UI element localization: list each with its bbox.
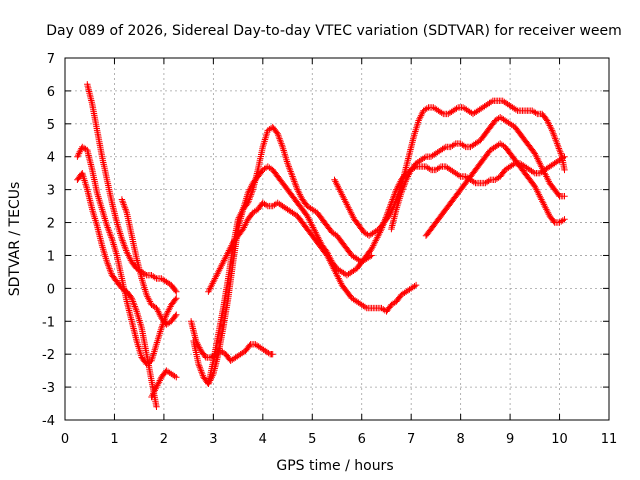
series-trace-12 <box>388 114 568 233</box>
data-points <box>422 140 568 239</box>
x-tick-label: 8 <box>456 432 464 447</box>
data-points <box>74 143 180 368</box>
y-tick-label: -3 <box>42 381 55 396</box>
x-tick-label: 9 <box>506 432 514 447</box>
data-points <box>118 196 180 328</box>
y-tick-label: -1 <box>42 315 55 330</box>
y-tick-label: 4 <box>47 151 55 166</box>
y-tick-label: 5 <box>47 118 55 133</box>
data-points <box>205 123 375 387</box>
series-trace-5 <box>148 367 180 401</box>
x-tick-label: 1 <box>110 432 118 447</box>
x-tick-label: 0 <box>61 432 69 447</box>
data-points <box>388 114 568 233</box>
series-trace-3 <box>74 170 160 410</box>
series-trace-1 <box>84 81 180 295</box>
plot-frame <box>64 57 610 421</box>
data-points <box>148 367 180 401</box>
y-tick-label: 1 <box>47 249 55 264</box>
axis-ticks: 0 1 2 3 4 5 6 7 8 9 10 11 -4 -3 -2 -1 0 1 2 3 4 5 6 7 <box>42 52 617 447</box>
y-tick-label: 3 <box>47 184 55 199</box>
y-tick-label: -4 <box>42 414 55 429</box>
data-points <box>363 153 568 259</box>
y-tick-label: 0 <box>47 282 55 297</box>
y-tick-label: 2 <box>47 217 55 232</box>
series-trace-11 <box>363 153 568 259</box>
y-tick-label: -2 <box>42 348 55 363</box>
series-trace-13 <box>422 140 568 239</box>
y-tick-label: 7 <box>47 52 55 67</box>
x-tick-label: 2 <box>160 432 168 447</box>
x-tick-label: 10 <box>551 432 568 447</box>
x-tick-label: 7 <box>407 432 415 447</box>
data-series <box>74 81 568 410</box>
y-tick-label: 6 <box>47 85 55 100</box>
chart-title: Day 089 of 2026, Sidereal Day-to-day VTE… <box>46 23 622 39</box>
series-trace-2 <box>74 143 180 368</box>
x-tick-label: 11 <box>601 432 618 447</box>
x-tick-label: 3 <box>209 432 217 447</box>
x-tick-label: 5 <box>308 432 316 447</box>
series-trace-4 <box>118 196 180 328</box>
x-tick-label: 6 <box>358 432 366 447</box>
y-axis-label: SDTVAR / TECUs <box>7 182 23 297</box>
series-trace-9 <box>205 199 420 315</box>
data-points <box>205 199 420 315</box>
series-trace-8 <box>205 123 375 387</box>
x-axis-label: GPS time / hours <box>276 458 393 474</box>
data-points <box>74 170 160 410</box>
data-points <box>84 81 180 295</box>
x-tick-label: 4 <box>259 432 267 447</box>
